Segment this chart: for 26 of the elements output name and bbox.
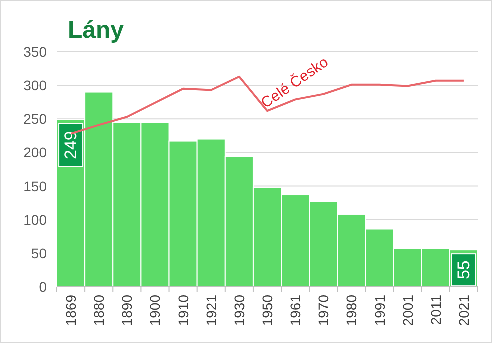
y-tick-label: 100	[24, 212, 48, 228]
x-tick-label: 1900	[147, 294, 164, 326]
y-tick-label: 0	[39, 279, 48, 295]
x-tick-label: 1950	[260, 294, 276, 326]
x-tick-label: 1970	[316, 294, 332, 326]
chart-title: Lány	[68, 17, 125, 44]
x-tick-label: 1991	[372, 294, 388, 326]
x-tick-label: 2021	[456, 294, 472, 326]
x-tick-label: 1910	[175, 294, 192, 326]
y-tick-label: 150	[24, 178, 48, 194]
y-tick-label: 200	[24, 144, 48, 161]
y-tick-label: 350	[24, 44, 48, 60]
x-tick-label: 1869	[63, 294, 80, 326]
y-tick-label: 50	[31, 245, 48, 262]
x-tick-label: 1930	[231, 294, 248, 326]
x-tick-label: 2001	[400, 294, 416, 326]
data-label: 249	[62, 131, 81, 160]
x-tick-label: 1890	[119, 294, 136, 326]
x-tick-label: 1880	[91, 294, 108, 326]
x-tick-label: 1961	[288, 294, 304, 326]
y-tick-label: 300	[24, 78, 48, 94]
x-tick-label: 2011	[428, 294, 444, 326]
x-tick-label: 1921	[203, 294, 220, 326]
x-tick-label: 1980	[344, 294, 360, 326]
y-tick-label: 250	[24, 111, 48, 128]
data-label: 55	[454, 260, 474, 280]
